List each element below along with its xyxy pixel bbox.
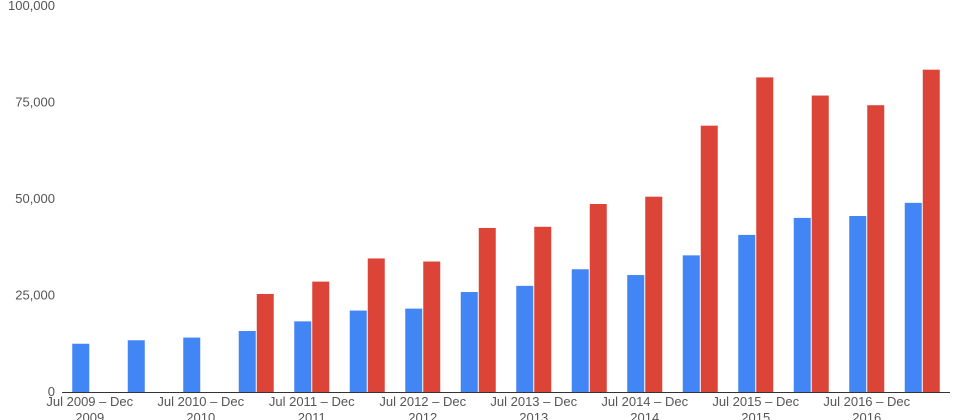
bar-series1-10 [627, 275, 645, 392]
bar-series2-9 [589, 204, 607, 392]
x-tick-label-year: 2014 [630, 410, 659, 420]
bar-series2-13 [811, 95, 829, 392]
bar-series2-15 [922, 69, 940, 392]
bar-series1-6 [405, 308, 423, 392]
x-tick-label: Jul 2015 – Dec [712, 394, 799, 409]
y-axis-ticks: 0 25,000 50,000 75,000 100,000 [8, 0, 55, 399]
bar-series2-8 [534, 226, 552, 392]
y-tick-label: 25,000 [15, 288, 55, 303]
bar-series1-1 [127, 340, 145, 392]
y-tick-label: 0 [48, 384, 55, 399]
bar-series1-5 [349, 310, 367, 392]
x-tick-label: Jul 2014 – Dec [601, 394, 688, 409]
x-tick-label-year: 2012 [408, 410, 437, 420]
bar-series1-7 [460, 292, 478, 392]
bar-series2-3 [256, 293, 274, 392]
bar-series2-14 [867, 105, 885, 393]
bar-series1-11 [682, 255, 700, 392]
bar-series2-10 [645, 196, 663, 392]
x-tick-label: Jul 2011 – Dec [269, 394, 355, 409]
bar-series2-6 [423, 261, 441, 392]
bar-series [72, 69, 940, 393]
x-tick-label: Jul 2016 – Dec [823, 394, 910, 409]
bar-series1-4 [294, 321, 312, 392]
bar-series1-3 [238, 331, 256, 392]
bar-series1-13 [793, 217, 811, 392]
x-tick-label: Jul 2012 – Dec [379, 394, 466, 409]
bar-series2-12 [756, 77, 774, 392]
bar-series1-9 [571, 269, 589, 392]
bar-series1-8 [516, 285, 534, 392]
y-tick-label: 50,000 [15, 191, 55, 206]
bar-series1-15 [904, 202, 922, 392]
x-tick-label-year: 2011 [298, 410, 326, 420]
x-tick-label: Jul 2010 – Dec [157, 394, 244, 409]
x-tick-label-year: 2015 [741, 410, 770, 420]
bar-series2-11 [700, 125, 718, 392]
bar-series1-0 [72, 343, 90, 392]
bar-series2-4 [312, 281, 330, 392]
x-tick-label-year: 2010 [186, 410, 215, 420]
bar-series1-14 [849, 215, 867, 392]
x-tick-label: Jul 2013 – Dec [490, 394, 577, 409]
x-tick-label: Jul 2009 – Dec [46, 394, 133, 409]
y-tick-label: 100,000 [8, 0, 55, 13]
x-tick-label-year: 2009 [75, 410, 104, 420]
x-tick-label-year: 2016 [852, 410, 881, 420]
x-tick-label-year: 2013 [519, 410, 548, 420]
bar-series1-2 [183, 337, 201, 392]
y-tick-label: 75,000 [15, 95, 55, 110]
bar-series2-5 [367, 258, 385, 392]
bar-series1-12 [738, 234, 756, 392]
bar-series2-7 [478, 227, 496, 392]
